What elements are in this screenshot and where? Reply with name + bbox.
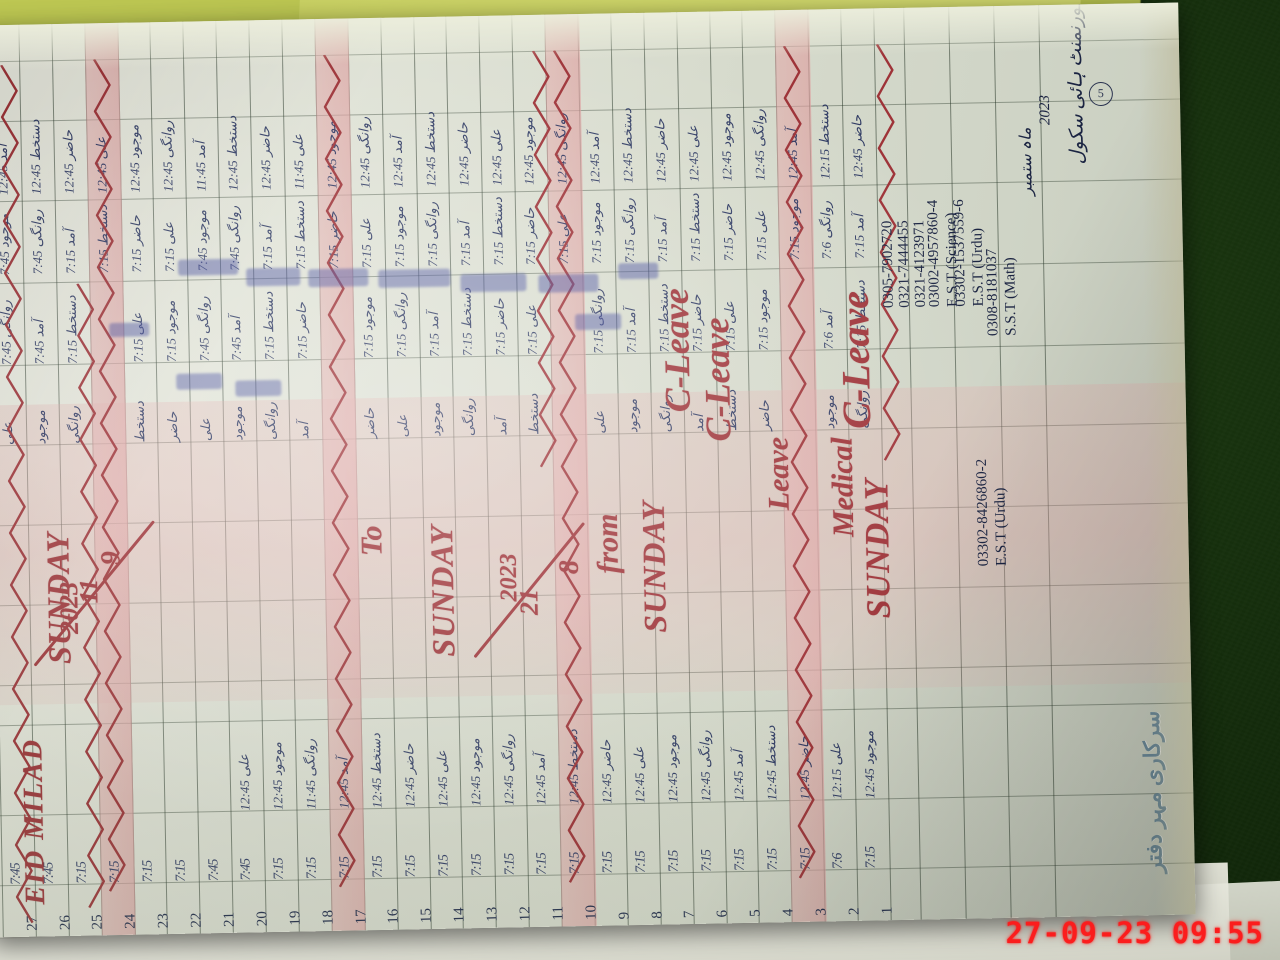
register-page: حاضر 12:45آمد 7:15دستخط 7:15روانگیموجود … bbox=[0, 2, 1196, 938]
camera-timestamp: 27-09-23 09:55 bbox=[1005, 916, 1264, 950]
paper-shading bbox=[0, 2, 1196, 938]
